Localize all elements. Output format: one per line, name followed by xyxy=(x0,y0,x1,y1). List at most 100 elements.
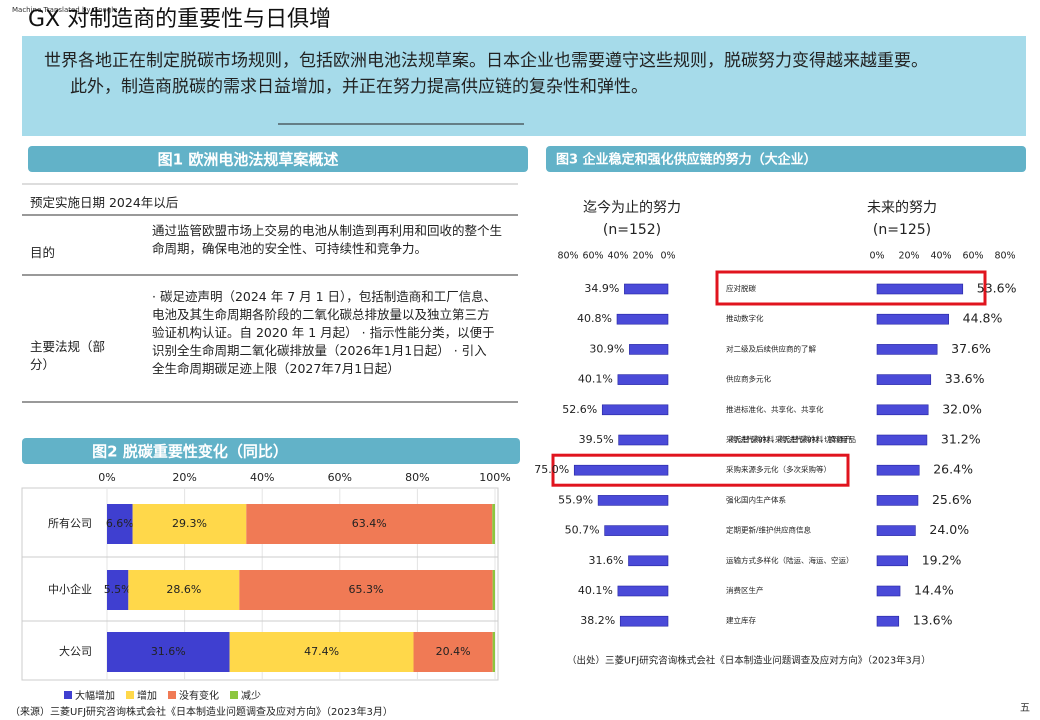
bar-segment xyxy=(413,632,493,672)
bar-segment xyxy=(107,570,129,610)
page-title: GX 对制造商的重要性与日俱增 xyxy=(28,7,331,32)
bar-segment xyxy=(492,570,495,610)
section-header xyxy=(28,146,528,172)
legend-swatch xyxy=(64,691,72,699)
bar xyxy=(601,404,669,416)
data-label: 34.9% xyxy=(584,282,619,295)
bar xyxy=(619,615,669,627)
data-label: 75.0% xyxy=(534,463,569,476)
category-label: 推进标准化、共享化、共享化 xyxy=(726,404,824,414)
bar xyxy=(624,283,669,295)
data-label: 52.6% xyxy=(562,403,597,416)
x-tick-label: 80% xyxy=(405,471,429,484)
data-label: 6.6% xyxy=(106,517,134,530)
bar xyxy=(876,404,929,416)
section-title: 图1 欧洲电池法规草案概述 xyxy=(158,151,339,169)
data-label: 14.4% xyxy=(914,583,954,598)
bar-segment xyxy=(132,504,247,544)
bar xyxy=(876,495,919,506)
section-header xyxy=(22,438,520,464)
bar xyxy=(876,525,916,536)
legend-swatch xyxy=(230,691,238,699)
section-header xyxy=(546,146,1026,172)
data-label: 63.4% xyxy=(352,517,387,530)
summary-line: 此外，制造商脱碳的需求日益增加，并正在努力提高供应链的复杂性和弹性。 xyxy=(70,77,648,97)
x-tick-label: 20% xyxy=(172,471,196,484)
category-label: 建立库存 xyxy=(726,615,756,625)
source-note: （来源）三菱UFJ研究咨询株式会社《日本制造业问题调查及应对方向》（2023年3… xyxy=(10,705,393,718)
page-number: 五 xyxy=(1020,703,1030,714)
bar xyxy=(876,555,909,567)
bar xyxy=(618,434,669,446)
panel-subtitle: (n=152) xyxy=(603,222,661,238)
data-label: 31.2% xyxy=(941,432,981,447)
x-tick-label: 0% xyxy=(869,251,884,262)
x-tick-label: 20% xyxy=(898,251,919,262)
table-cell: 预定实施日期 2024年以后 xyxy=(30,195,179,210)
chart-title: 图2 脱碳重要性变化（同比） xyxy=(92,443,288,461)
category-label: 推动数字化 xyxy=(726,313,764,323)
bar xyxy=(876,615,900,627)
panel-title: 迄今为止的努力 xyxy=(583,200,681,216)
legend-label: 没有变化 xyxy=(179,689,219,702)
highlight-box xyxy=(551,453,850,487)
table-cell: 主要法规（部分） xyxy=(30,339,106,372)
category-label: 采购来源多元化（多次采购等） xyxy=(726,464,831,474)
highlight-box xyxy=(715,270,987,306)
bar-segment xyxy=(239,570,493,610)
data-label: 40.1% xyxy=(578,373,613,386)
x-tick-label: 0% xyxy=(660,251,675,262)
category-label: 定期更新/维护供应商信息 xyxy=(726,525,812,535)
data-label: 38.2% xyxy=(580,614,615,627)
bar-segment xyxy=(246,504,493,544)
data-label: 50.7% xyxy=(565,524,600,537)
data-label: 25.6% xyxy=(932,492,972,507)
data-label: 47.4% xyxy=(304,645,339,658)
legend-label: 大幅增加 xyxy=(75,689,115,702)
bar xyxy=(876,374,932,385)
legend-swatch xyxy=(168,691,176,699)
category-label: 运输方式多样化（陆运、海运、空运） xyxy=(726,555,854,565)
data-label: 65.3% xyxy=(349,583,384,596)
bar xyxy=(617,374,669,385)
data-label: 37.6% xyxy=(951,341,991,356)
summary-line: 世界各地正在制定脱碳市场规则，包括欧洲电池法规草案。日本企业也需要遵守这些规则，… xyxy=(44,51,928,71)
bar-segment xyxy=(229,632,414,672)
bar xyxy=(597,495,669,506)
bar xyxy=(628,555,669,567)
bar-segment xyxy=(128,570,240,610)
x-tick-label: 0% xyxy=(98,471,115,484)
bar-segment xyxy=(492,632,495,672)
bar xyxy=(617,585,669,597)
x-tick-label: 80% xyxy=(994,251,1015,262)
table-cell: · 碳足迹声明（2024 年 7 月 1 日），包括制造商和工厂信息、电池及其生… xyxy=(152,289,497,376)
chart-title: 图3 企业稳定和强化供应链的努力（大企业） xyxy=(556,152,817,168)
bar xyxy=(629,344,669,355)
category-label: 供应商多元化 xyxy=(726,374,771,384)
source-note: （出处）三菱UFJ研究咨询株式会社《日本制造业问题调查及应对方向》（2023年3… xyxy=(567,655,931,667)
data-label: 32.0% xyxy=(942,401,982,416)
data-label: 5.5% xyxy=(104,583,132,596)
panel-subtitle: (n=125) xyxy=(873,222,931,238)
bar xyxy=(616,313,669,325)
x-tick-label: 40% xyxy=(930,251,951,262)
summary-box xyxy=(22,36,1026,136)
data-label: 31.6% xyxy=(589,554,624,567)
plot-frame xyxy=(21,487,499,681)
category-label: 对二级及后续供应商的了解 xyxy=(726,343,816,353)
panel-title: 未来的努力 xyxy=(867,200,937,216)
data-label: 19.2% xyxy=(922,552,962,567)
data-label: 55.9% xyxy=(558,493,593,506)
legend-label: 增加 xyxy=(137,689,157,702)
data-label: 20.4% xyxy=(436,645,471,658)
data-label: 13.6% xyxy=(913,613,953,628)
bar xyxy=(876,585,901,597)
bar-segment xyxy=(107,632,230,672)
category-label: 所有公司 xyxy=(48,516,92,530)
bar xyxy=(876,344,938,355)
category-label: 采购无法替代采购的材料、采购无法替代采购的材料、切换到通用产品 xyxy=(726,434,856,444)
data-label: 53.6% xyxy=(977,281,1017,296)
data-label: 39.5% xyxy=(579,433,614,446)
